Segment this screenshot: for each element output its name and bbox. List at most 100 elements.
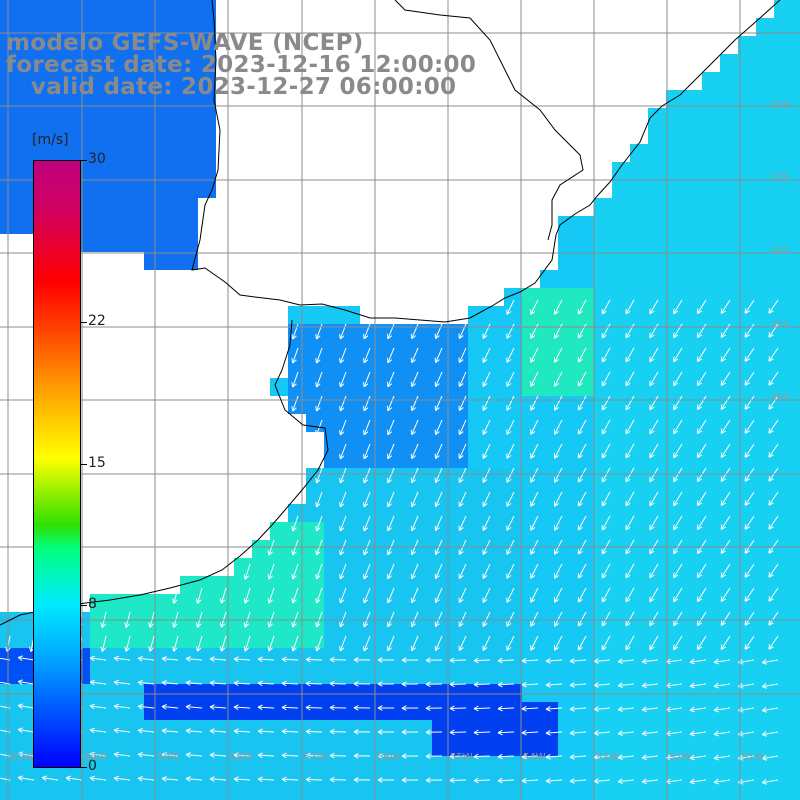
wind-arrow — [339, 323, 347, 340]
wind-arrow-head — [185, 728, 191, 732]
wind-speed-cell — [576, 342, 594, 360]
wind-speed-cell — [270, 720, 288, 738]
wind-speed-cell — [468, 306, 486, 324]
wind-speed-cell — [648, 216, 666, 234]
wind-arrow — [666, 779, 683, 783]
wind-speed-cell — [360, 666, 378, 684]
wind-speed-cell — [594, 414, 612, 432]
wind-speed-cell — [72, 18, 90, 36]
wind-arrow-head — [617, 733, 623, 737]
wind-speed-cell — [90, 54, 108, 72]
wind-speed-cell — [666, 576, 684, 594]
wind-speed-cell — [648, 576, 666, 594]
wind-speed-cell — [738, 396, 756, 414]
wind-arrow-head — [569, 732, 575, 736]
wind-arrow-head — [713, 682, 719, 687]
wind-arrow-head — [315, 430, 318, 436]
wind-speed-cell — [342, 702, 360, 720]
wind-speed-cell — [450, 360, 468, 378]
wind-speed-cell — [594, 792, 612, 800]
wind-arrow-head — [593, 733, 599, 736]
wind-speed-cell — [720, 342, 738, 360]
wind-speed-cell — [702, 612, 720, 630]
wind-arrow-head — [649, 334, 655, 339]
wind-speed-cell — [504, 522, 522, 540]
wind-speed-cell — [648, 594, 666, 612]
wind-arrow-head — [554, 526, 560, 531]
wind-arrow — [666, 707, 683, 711]
wind-arrow — [363, 443, 371, 460]
wind-speed-cell — [126, 594, 144, 612]
wind-arrow-head — [5, 646, 8, 652]
wind-arrow — [506, 443, 515, 459]
wind-arrow-head — [149, 647, 154, 652]
wind-arrow — [690, 683, 707, 687]
wind-arrow-head — [449, 729, 455, 733]
wind-arrow-head — [521, 684, 527, 688]
wind-arrow-head — [459, 455, 464, 459]
wind-speed-cell — [18, 612, 36, 630]
wind-speed-cell — [684, 198, 702, 216]
wind-arrow — [577, 395, 587, 411]
wind-speed-cell — [432, 756, 450, 774]
wind-arrow-head — [329, 755, 335, 759]
wind-arrow-head — [387, 527, 393, 532]
wind-speed-cell — [792, 450, 800, 468]
wind-arrow — [506, 419, 515, 435]
wind-speed-cell — [198, 684, 216, 702]
wind-speed-cell — [90, 144, 108, 162]
wind-speed-cell — [594, 360, 612, 378]
wind-speed-cell — [720, 450, 738, 468]
wind-speed-cell — [612, 450, 630, 468]
wind-speed-cell — [234, 666, 252, 684]
wind-speed-cell — [702, 198, 720, 216]
wind-speed-cell — [774, 0, 792, 18]
wind-arrow — [138, 681, 155, 685]
wind-speed-cell — [684, 576, 702, 594]
wind-speed-cell — [396, 774, 414, 792]
wind-arrow — [720, 299, 731, 314]
wind-arrow-head — [185, 778, 191, 782]
wind-speed-cell — [702, 540, 720, 558]
wind-arrow-head — [268, 647, 273, 652]
wind-speed-cell — [18, 0, 36, 18]
wind-speed-cell — [756, 666, 774, 684]
wind-arrow — [268, 587, 275, 604]
wind-speed-cell — [468, 432, 486, 450]
wind-arrow — [649, 467, 659, 483]
wind-speed-cell — [576, 648, 594, 666]
wind-speed-cell — [108, 180, 126, 198]
wind-speed-cell — [702, 576, 720, 594]
wind-arrow — [186, 706, 203, 709]
wind-speed-cell — [684, 612, 702, 630]
wind-arrow-head — [292, 359, 297, 364]
wind-arrow-head — [641, 754, 647, 759]
wind-speed-cell — [720, 378, 738, 396]
wind-arrow-head — [569, 778, 575, 782]
wind-arrow-head — [363, 405, 365, 411]
wind-speed-cell — [0, 108, 18, 126]
wind-speed-cell — [630, 558, 648, 576]
wind-arrow-head — [721, 358, 726, 362]
wind-arrow-head — [697, 550, 703, 554]
wind-speed-cell — [720, 72, 738, 90]
wind-speed-cell — [270, 540, 288, 558]
wind-speed-cell — [162, 738, 180, 756]
wind-speed-cell — [792, 126, 800, 144]
wind-arrow — [673, 635, 683, 650]
wind-speed-cell — [270, 576, 288, 594]
wind-speed-cell — [774, 648, 792, 666]
wind-arrow-head — [124, 646, 127, 652]
wind-arrow — [618, 707, 635, 711]
wind-arrow-head — [530, 455, 536, 459]
wind-speed-cell — [558, 648, 576, 666]
wind-speed-cell — [54, 792, 72, 800]
wind-speed-cell — [648, 558, 666, 576]
wind-speed-cell — [450, 648, 468, 666]
wind-arrow-head — [689, 658, 695, 663]
wind-arrow — [66, 777, 83, 781]
wind-arrow-head — [744, 574, 750, 578]
wind-speed-cell — [774, 702, 792, 720]
wind-speed-cell — [306, 756, 324, 774]
wind-speed-cell — [396, 342, 414, 360]
